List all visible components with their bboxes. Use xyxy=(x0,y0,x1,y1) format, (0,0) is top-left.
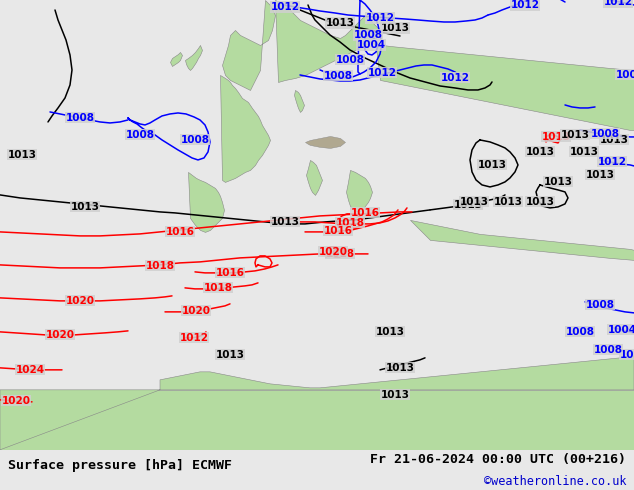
Text: 1013: 1013 xyxy=(493,197,522,207)
Text: 1020: 1020 xyxy=(65,296,94,306)
Text: 1020: 1020 xyxy=(1,396,30,406)
Text: 1012: 1012 xyxy=(441,73,470,83)
Text: 1013: 1013 xyxy=(477,160,507,170)
Text: 1012: 1012 xyxy=(510,0,540,10)
Text: Surface pressure [hPa] ECMWF: Surface pressure [hPa] ECMWF xyxy=(8,459,231,471)
Text: 1008: 1008 xyxy=(586,300,614,310)
Text: 1013: 1013 xyxy=(586,170,614,180)
Text: 1013: 1013 xyxy=(325,18,354,28)
Text: 1018: 1018 xyxy=(335,218,365,228)
Text: 1020: 1020 xyxy=(181,306,210,316)
Text: 1013: 1013 xyxy=(70,202,100,212)
Text: 1008: 1008 xyxy=(126,130,155,140)
Text: 1013: 1013 xyxy=(216,350,245,360)
Text: 1012: 1012 xyxy=(604,0,633,7)
Text: 1013: 1013 xyxy=(8,150,37,160)
Text: 1012: 1012 xyxy=(271,2,299,12)
Text: 1008: 1008 xyxy=(354,30,382,40)
Text: 1018: 1018 xyxy=(145,261,174,271)
Text: 1013: 1013 xyxy=(375,327,404,337)
Text: 1013: 1013 xyxy=(460,197,489,207)
Text: 1024: 1024 xyxy=(15,365,44,375)
Text: 1016: 1016 xyxy=(216,268,245,278)
Text: 1013: 1013 xyxy=(380,390,410,400)
Text: 1004: 1004 xyxy=(607,325,634,335)
Text: 1018: 1018 xyxy=(325,249,354,259)
Text: 1008: 1008 xyxy=(65,113,94,123)
Text: 1008: 1008 xyxy=(593,345,623,355)
Text: 1004: 1004 xyxy=(356,40,385,50)
Text: 1013: 1013 xyxy=(526,147,555,157)
Text: 1008: 1008 xyxy=(590,129,619,139)
Text: 1012: 1012 xyxy=(597,157,626,167)
Text: 1000: 1000 xyxy=(619,350,634,360)
Text: 1012: 1012 xyxy=(179,333,209,343)
Text: 1013: 1013 xyxy=(560,130,590,140)
Text: 1013: 1013 xyxy=(543,177,573,187)
Text: 1013: 1013 xyxy=(453,200,482,210)
Text: 1020: 1020 xyxy=(318,247,347,257)
Text: 1012: 1012 xyxy=(368,68,396,78)
Text: 1013: 1013 xyxy=(600,135,628,145)
Text: 1008: 1008 xyxy=(323,71,353,81)
Text: 1016: 1016 xyxy=(323,226,353,236)
Text: 1008: 1008 xyxy=(181,135,209,145)
Text: 1008: 1008 xyxy=(616,70,634,80)
Text: 1018: 1018 xyxy=(204,283,233,293)
Text: 1016: 1016 xyxy=(351,208,380,218)
Text: 1016: 1016 xyxy=(165,227,195,237)
Text: 1013: 1013 xyxy=(569,147,598,157)
Text: 1013: 1013 xyxy=(526,197,555,207)
Text: 1008: 1008 xyxy=(335,55,365,65)
Text: 1012: 1012 xyxy=(365,13,394,23)
Text: 1013: 1013 xyxy=(271,217,299,227)
Text: 1020: 1020 xyxy=(46,330,75,340)
Text: 1013: 1013 xyxy=(541,132,571,142)
Text: ©weatheronline.co.uk: ©weatheronline.co.uk xyxy=(484,475,626,489)
Text: 1013: 1013 xyxy=(380,23,410,33)
Text: 1013: 1013 xyxy=(385,363,415,373)
Text: Fr 21-06-2024 00:00 UTC (00+216): Fr 21-06-2024 00:00 UTC (00+216) xyxy=(370,453,626,466)
Text: 1008: 1008 xyxy=(566,327,595,337)
